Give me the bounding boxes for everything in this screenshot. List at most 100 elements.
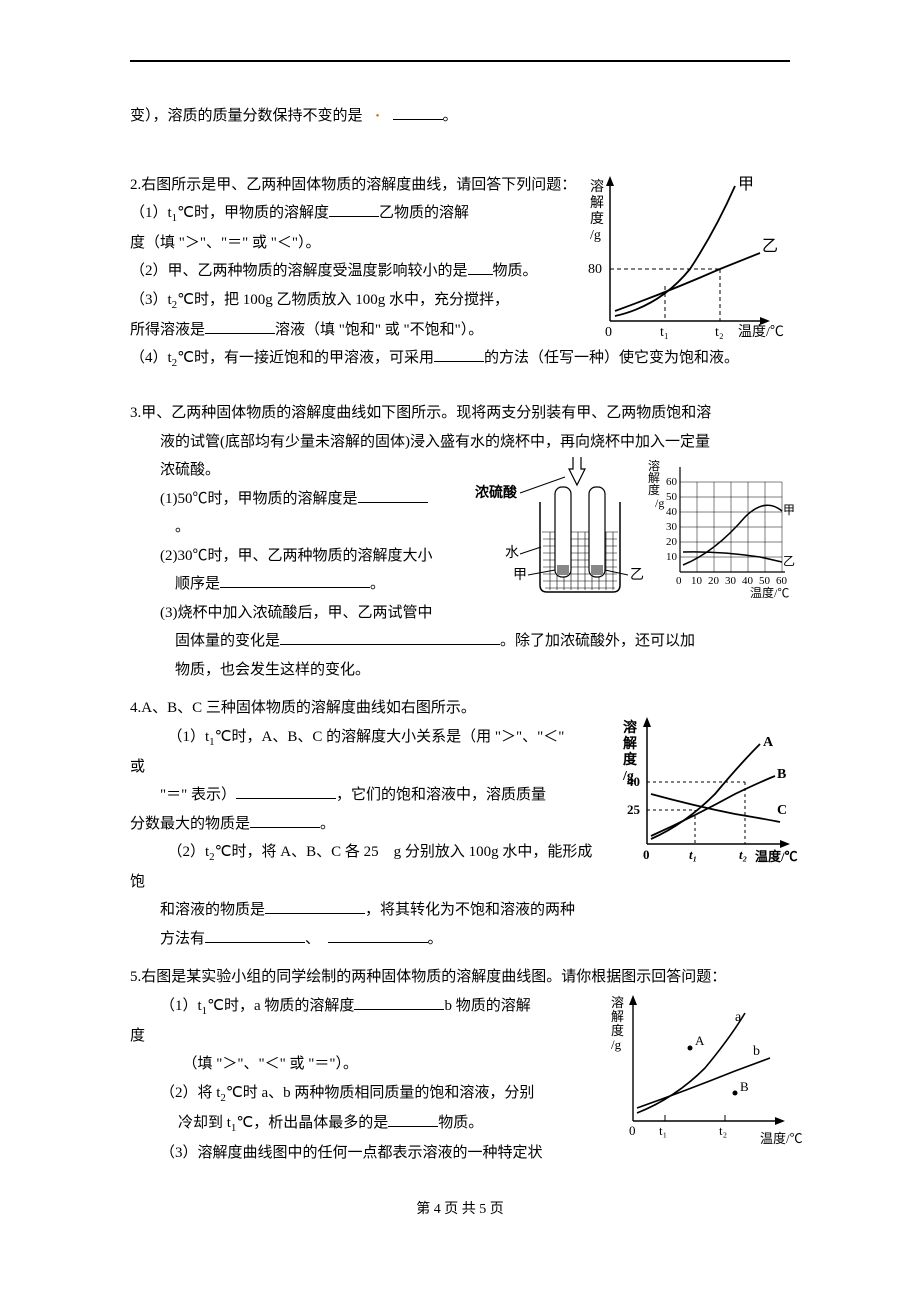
text: (1)50℃时，甲物质的溶解度是: [160, 491, 358, 507]
blank: [205, 927, 305, 943]
q5-chart: 溶 解 度 /g a b 0 t₁ t₂ 温度/℃: [605, 993, 805, 1159]
text: （2）t: [168, 844, 210, 860]
text: 。: [175, 519, 190, 535]
text: 度: [130, 1028, 145, 1044]
text: ℃时，甲物质的溶解度: [177, 205, 329, 221]
svg-text:C: C: [777, 803, 787, 818]
text: （1）t: [130, 205, 172, 221]
svg-text:甲: 甲: [513, 568, 527, 583]
text: 。: [428, 931, 443, 947]
text: 乙物质的溶解: [379, 205, 469, 221]
svg-text:10: 10: [691, 575, 703, 587]
svg-text:解: 解: [623, 735, 637, 752]
text: ℃时，将 A、B、C 各 25 g 分别放入 100g 水中，能形成: [215, 844, 593, 860]
text: 物质。: [438, 1115, 483, 1131]
q5-num: 5.: [130, 969, 141, 985]
text: 度（填 "＞"、"＝" 或 "＜"）。: [130, 235, 321, 251]
svg-text:乙: 乙: [783, 554, 795, 568]
text: 浓硫酸。: [160, 462, 220, 478]
svg-text:20: 20: [708, 575, 720, 587]
text: 。: [320, 816, 335, 832]
svg-text:0: 0: [643, 847, 650, 862]
text: 右图是某实验小组的同学绘制的两种固体物质的溶解度曲线图。请你根据图示回答问题：: [141, 969, 726, 985]
text: ，将其转化为不饱和溶液的两种: [365, 902, 575, 918]
svg-text:水: 水: [505, 545, 519, 561]
xt1: t₁: [660, 325, 669, 340]
q2-chart: 溶 解 度 /g 80 甲 乙 0: [570, 171, 800, 362]
ylabel: 度: [590, 211, 604, 227]
text: （4）t: [130, 350, 172, 366]
text: （1）t: [160, 998, 202, 1014]
text: 。: [370, 576, 385, 592]
text: 饱: [130, 874, 145, 890]
svg-text:30: 30: [666, 521, 678, 533]
question-2: 溶 解 度 /g 80 甲 乙 0: [130, 171, 790, 375]
svg-text:乙: 乙: [630, 567, 644, 583]
text: 。除了加浓硫酸外，还可以加: [500, 633, 695, 649]
blank: [265, 898, 365, 914]
svg-text:40: 40: [666, 506, 678, 518]
text: ℃，析出晶体最多的是: [236, 1115, 388, 1131]
q4-num: 4.: [130, 700, 141, 716]
text: A、B、C 三种固体物质的溶解度曲线如右图所示。: [141, 700, 476, 716]
blank: ●: [363, 102, 393, 131]
text: （3）t: [130, 292, 172, 308]
text: ℃时，把 100g 乙物质放入 100g 水中，充分搅拌，: [177, 292, 509, 308]
svg-text:10: 10: [666, 551, 678, 563]
svg-text:度: 度: [611, 1023, 624, 1038]
text: 所得溶液是: [130, 322, 205, 338]
blank: [388, 1111, 438, 1127]
svg-text:浓硫酸: 浓硫酸: [475, 484, 518, 501]
svg-text:t₂: t₂: [719, 1123, 727, 1138]
svg-text:溶: 溶: [623, 719, 637, 736]
question-4: 溶 解 度 /g 40 25 A B C: [130, 694, 790, 953]
blank: [329, 201, 379, 217]
question-5: 溶 解 度 /g a b 0 t₁ t₂ 温度/℃: [130, 963, 790, 1167]
svg-text:a: a: [735, 1010, 742, 1025]
text: ℃时 a、b 两种物质相同质量的饱和溶液，分别: [226, 1085, 535, 1101]
svg-text:B: B: [777, 767, 786, 782]
text: ℃时，有一接近饱和的甲溶液，可采用: [177, 350, 434, 366]
text: 顺序是: [175, 576, 220, 592]
ylabel: 解: [590, 195, 604, 211]
svg-text:/g: /g: [611, 1037, 622, 1052]
svg-text:A: A: [695, 1033, 705, 1048]
question-3: 3.甲、乙两种固体物质的溶解度曲线如下图所示。现将两支分别装有甲、乙两物质饱和溶…: [130, 399, 790, 684]
text: （2）将 t: [160, 1085, 220, 1101]
svg-text:b: b: [753, 1044, 760, 1059]
text: 溶液（填 "饱和" 或 "不饱和"）。: [275, 322, 483, 338]
text: 和溶液的物质是: [160, 902, 265, 918]
text: ，它们的饱和溶液中，溶质质量: [336, 787, 546, 803]
svg-text:0: 0: [676, 575, 682, 587]
blank: [434, 346, 484, 362]
text: 物质。: [493, 263, 538, 279]
svg-text:甲: 甲: [783, 503, 795, 517]
svg-text:度: 度: [648, 482, 660, 497]
text: （填 "＞"、"＜" 或 "＝"）。: [183, 1056, 359, 1072]
text: 冷却到 t: [178, 1115, 231, 1131]
text: "＝" 表示）: [160, 787, 236, 803]
text: (2)30℃时，甲、乙两种物质的溶解度大小: [160, 548, 433, 564]
text: 方法有: [160, 931, 205, 947]
svg-text:溶: 溶: [611, 995, 624, 1010]
text: （2）甲、乙两种物质的溶解度受温度影响较小的是: [130, 263, 468, 279]
svg-text:30: 30: [725, 575, 737, 587]
header-rule: [130, 60, 790, 62]
blank: [236, 783, 336, 799]
q2-num: 2.: [130, 177, 141, 193]
ylabel: 溶: [590, 179, 604, 195]
text: (3)烧杯中加入浓硫酸后，甲、乙两试管中: [160, 605, 433, 621]
svg-text:t₂: t₂: [739, 847, 747, 862]
svg-text:40: 40: [627, 774, 640, 789]
svg-text:温度/℃: 温度/℃: [760, 1131, 803, 1146]
text: ℃时，a 物质的溶解度: [207, 998, 354, 1014]
blank: [205, 318, 275, 334]
svg-text:/g: /g: [655, 496, 664, 510]
ytick: 80: [588, 262, 602, 277]
label-yi: 乙: [762, 238, 778, 255]
xt2: t₂: [715, 325, 724, 340]
q4-chart: 溶 解 度 /g 40 25 A B C: [615, 714, 805, 885]
text: 物质，也会发生这样的变化。: [175, 662, 370, 678]
blank: [220, 572, 370, 588]
svg-text:50: 50: [666, 491, 678, 503]
